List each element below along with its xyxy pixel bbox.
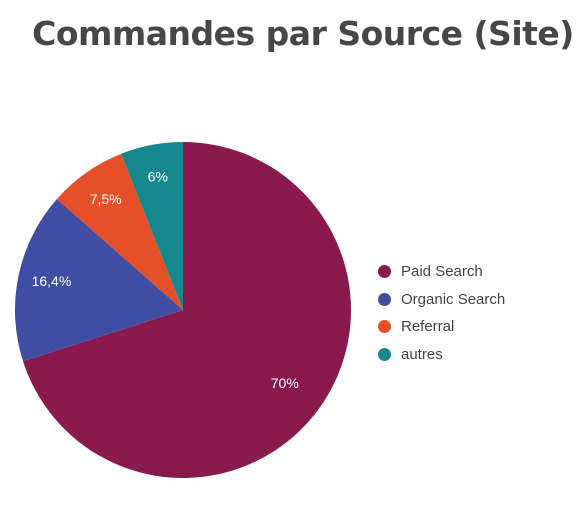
legend-label: autres xyxy=(401,345,443,363)
legend-item-autres: autres xyxy=(378,341,505,369)
chart-title: Commandes par Source (Site) xyxy=(32,14,574,53)
pie-slice-paid-search xyxy=(22,142,351,478)
pie-slice-autres xyxy=(121,142,183,310)
legend-swatch xyxy=(378,347,391,361)
legend-item-referral: Referral xyxy=(378,313,505,341)
legend-swatch xyxy=(378,265,391,279)
pie-slice-organic-search xyxy=(15,199,184,362)
legend-item-paid-search: Paid Search xyxy=(378,258,505,286)
slice-label-organic-search: 16,4% xyxy=(32,273,72,289)
legend-label: Organic Search xyxy=(401,290,506,308)
slice-label-autres: 6% xyxy=(148,169,168,185)
legend-swatch xyxy=(378,320,391,334)
legend-swatch xyxy=(378,292,391,306)
slice-label-referral: 7,5% xyxy=(90,191,122,207)
pie-slice-referral xyxy=(56,153,183,310)
legend-label: Referral xyxy=(401,318,455,336)
legend-item-organic-search: Organic Search xyxy=(378,286,505,314)
chart-legend: Paid Search Organic Search Referral autres xyxy=(378,258,505,368)
slice-label-paid-search: 70% xyxy=(271,375,299,391)
legend-label: Paid Search xyxy=(401,263,483,281)
